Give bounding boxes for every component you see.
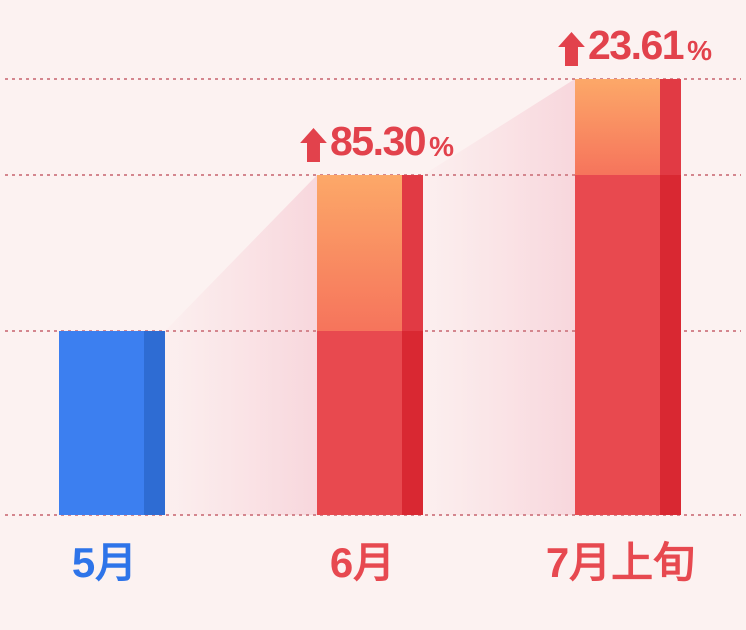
bar-side-shade bbox=[660, 78, 681, 175]
bar-base-segment bbox=[575, 174, 681, 515]
growth-value: 23.61 bbox=[587, 21, 685, 68]
bar-side-shade bbox=[402, 174, 423, 331]
bar-growth-segment bbox=[317, 174, 423, 331]
gridline-baseline bbox=[5, 514, 741, 516]
bar-base-segment bbox=[317, 330, 423, 515]
bar-side-shade bbox=[402, 330, 423, 515]
axis-label-may: 5月 bbox=[71, 539, 138, 586]
axis-label-july: 7月上旬 bbox=[545, 539, 696, 586]
percent-sign: % bbox=[687, 35, 713, 67]
bar-side-shade bbox=[660, 174, 681, 515]
growth-label-june: 85.30 % bbox=[300, 117, 455, 164]
growth-label-july: 23.61 % bbox=[558, 21, 713, 68]
up-arrow-icon bbox=[300, 127, 327, 162]
bar-june bbox=[317, 174, 423, 515]
gridline bbox=[5, 77, 741, 80]
bar-may bbox=[59, 331, 165, 515]
axis-label-june: 6月 bbox=[329, 539, 396, 586]
bar-july bbox=[575, 78, 681, 515]
percent-sign: % bbox=[429, 131, 455, 163]
bar-base-segment bbox=[59, 331, 165, 515]
bar-growth-segment bbox=[575, 78, 681, 175]
bar-side-shade bbox=[144, 331, 165, 515]
growth-connector-may-june bbox=[165, 174, 317, 515]
up-arrow-icon bbox=[558, 31, 585, 66]
growth-value: 85.30 bbox=[329, 117, 427, 164]
